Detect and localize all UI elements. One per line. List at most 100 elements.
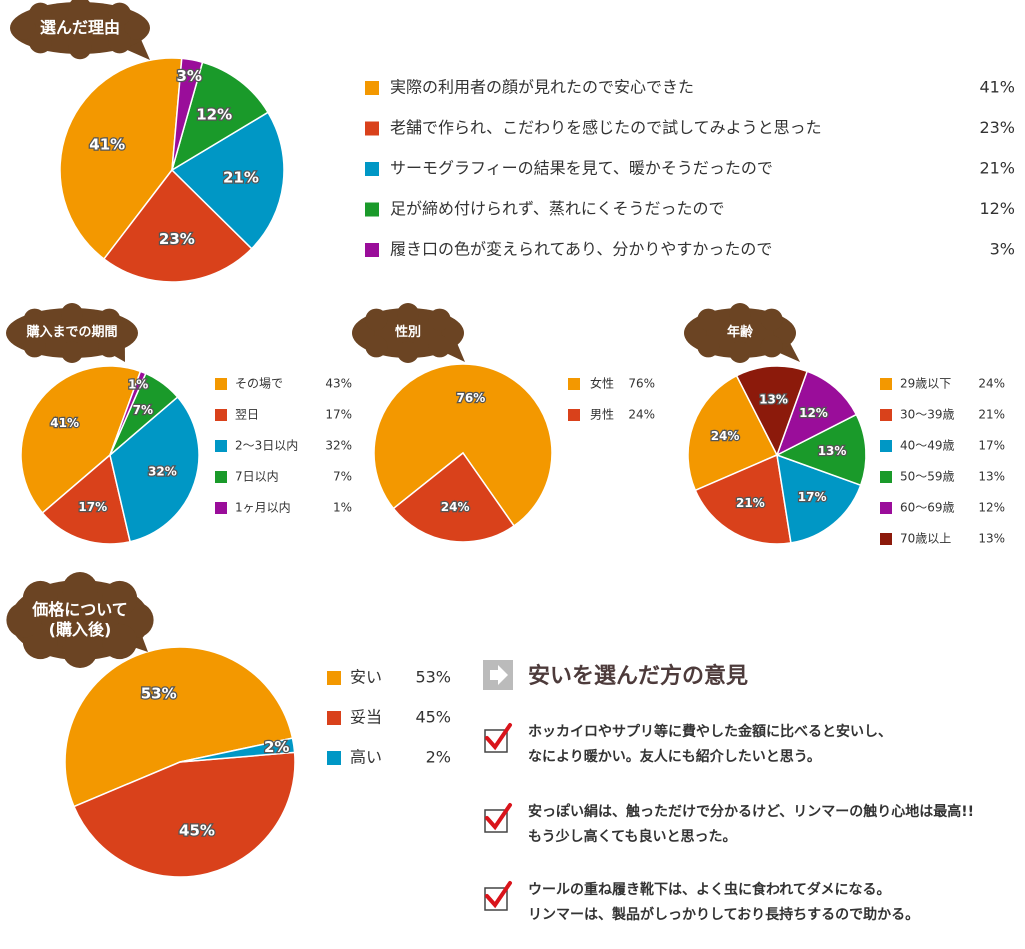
legend-swatch (568, 378, 580, 390)
legend-swatch (215, 502, 227, 514)
opinion-text: なにより暖かい。友人にも紹介したいと思う。 (528, 748, 821, 765)
bubble-puff (22, 580, 59, 617)
legend-label: 妥当 (350, 708, 382, 727)
slice-label: 12% (799, 406, 828, 420)
legend-value: 76% (628, 377, 655, 391)
pie-slice (170, 111, 285, 250)
slice-label: 13% (759, 392, 788, 406)
pie-slice (776, 453, 862, 544)
opinion-text: もう少し高くても良いと思った。 (528, 828, 736, 845)
bubble-puff (23, 335, 46, 358)
bubble-puff (12, 16, 36, 40)
legend-label: 2〜3日以内 (235, 439, 298, 453)
bubble-puff (773, 322, 796, 344)
bubble-puff (61, 303, 83, 325)
bubble-puff (28, 30, 52, 54)
legend-value: 41% (979, 78, 1015, 97)
slice-label: 17% (798, 490, 827, 504)
bubble-puff (397, 341, 419, 363)
bubble-puff (729, 303, 751, 325)
bubble-puff (61, 341, 83, 363)
legend-value: 12% (979, 199, 1015, 218)
bubble-puff (108, 2, 132, 26)
pie-slice (102, 168, 253, 283)
pie-slice (373, 363, 553, 527)
legend-label: 60〜69歳 (900, 501, 955, 515)
pie-slice (41, 453, 132, 545)
legend-value: 1% (333, 501, 352, 515)
bubble-puff (428, 308, 451, 331)
pie-slice (64, 646, 294, 808)
legend-value: 21% (978, 408, 1005, 422)
bubble-puff (684, 322, 707, 344)
legend-swatch (880, 471, 892, 483)
bubble-puff (760, 308, 783, 331)
bubble-puff (113, 322, 136, 344)
legend-value: 13% (978, 532, 1005, 546)
bubble-puff (729, 341, 751, 363)
slice-label: 23% (159, 230, 195, 248)
bubble-puff (62, 572, 98, 608)
bubble-puff (98, 335, 121, 358)
pie-slice (392, 451, 516, 543)
bubble-puff (365, 335, 388, 358)
pie-slice (171, 57, 204, 171)
legend-label: 7日以内 (235, 470, 279, 484)
legend-value: 24% (628, 408, 655, 422)
legend-value: 32% (325, 439, 352, 453)
check-mark (485, 803, 512, 831)
bubble-puff (760, 335, 783, 358)
pie-slice (694, 453, 792, 545)
slice-label: 21% (223, 169, 259, 187)
pie-slice (109, 370, 147, 456)
opinions-title: 安いを選んだ方の意見 (528, 663, 748, 689)
legend-swatch (880, 378, 892, 390)
bubble-title: 価格について (購入後) (32, 600, 128, 639)
legend-label: 老舗で作られ、こだわりを感じたので試してみようと思った (390, 118, 822, 137)
slice-label: 1% (128, 377, 148, 391)
bubble-puff (62, 632, 98, 669)
bubble-puff (8, 322, 31, 344)
legend-label: 高い (350, 748, 382, 767)
legend-label: 1ヶ月以内 (235, 501, 291, 515)
legend-value: 12% (978, 501, 1005, 515)
bubble-puff (124, 16, 148, 40)
legend-swatch (215, 440, 227, 452)
legend-swatch (327, 751, 341, 765)
check-mark (485, 881, 512, 909)
legend-swatch (880, 440, 892, 452)
legend-swatch (215, 471, 227, 483)
legend-value: 7% (333, 470, 352, 484)
slice-label: 32% (148, 465, 177, 479)
legend-label: 履き口の色が変えられてあり、分かりやすかったので (390, 240, 772, 259)
slice-label: 13% (818, 444, 847, 458)
legend-value: 43% (325, 377, 352, 391)
bubble-puff (352, 322, 375, 344)
pie-slice (170, 61, 270, 172)
pie-slice (775, 413, 867, 487)
slice-label: 41% (89, 135, 125, 153)
slice-label: 3% (176, 67, 201, 85)
slice-label: 24% (441, 500, 470, 514)
legend-swatch (215, 409, 227, 421)
legend-value: 53% (415, 668, 451, 687)
opinion-text: ホッカイロやサプリ等に費やした金額に比べると安いし、 (528, 723, 892, 740)
bubble-title: 年齢 (726, 324, 754, 340)
pie-slice (59, 57, 183, 261)
legend-swatch (365, 243, 379, 257)
slice-label: 24% (711, 429, 740, 443)
legend-label: 実際の利用者の顔が見れたので安心できた (390, 78, 694, 97)
legend-label: 30〜39歳 (900, 408, 955, 422)
slice-label: 76% (457, 391, 486, 405)
pie-slice (179, 737, 296, 763)
legend-label: 翌日 (235, 408, 259, 422)
legend-value: 23% (979, 118, 1015, 137)
legend-value: 17% (978, 439, 1005, 453)
legend-label: サーモグラフィーの結果を見て、暖かそうだったので (390, 159, 773, 178)
pie-slice (775, 370, 858, 457)
slice-label: 53% (141, 684, 177, 702)
pie-slice (687, 374, 779, 492)
legend-swatch (327, 671, 341, 685)
